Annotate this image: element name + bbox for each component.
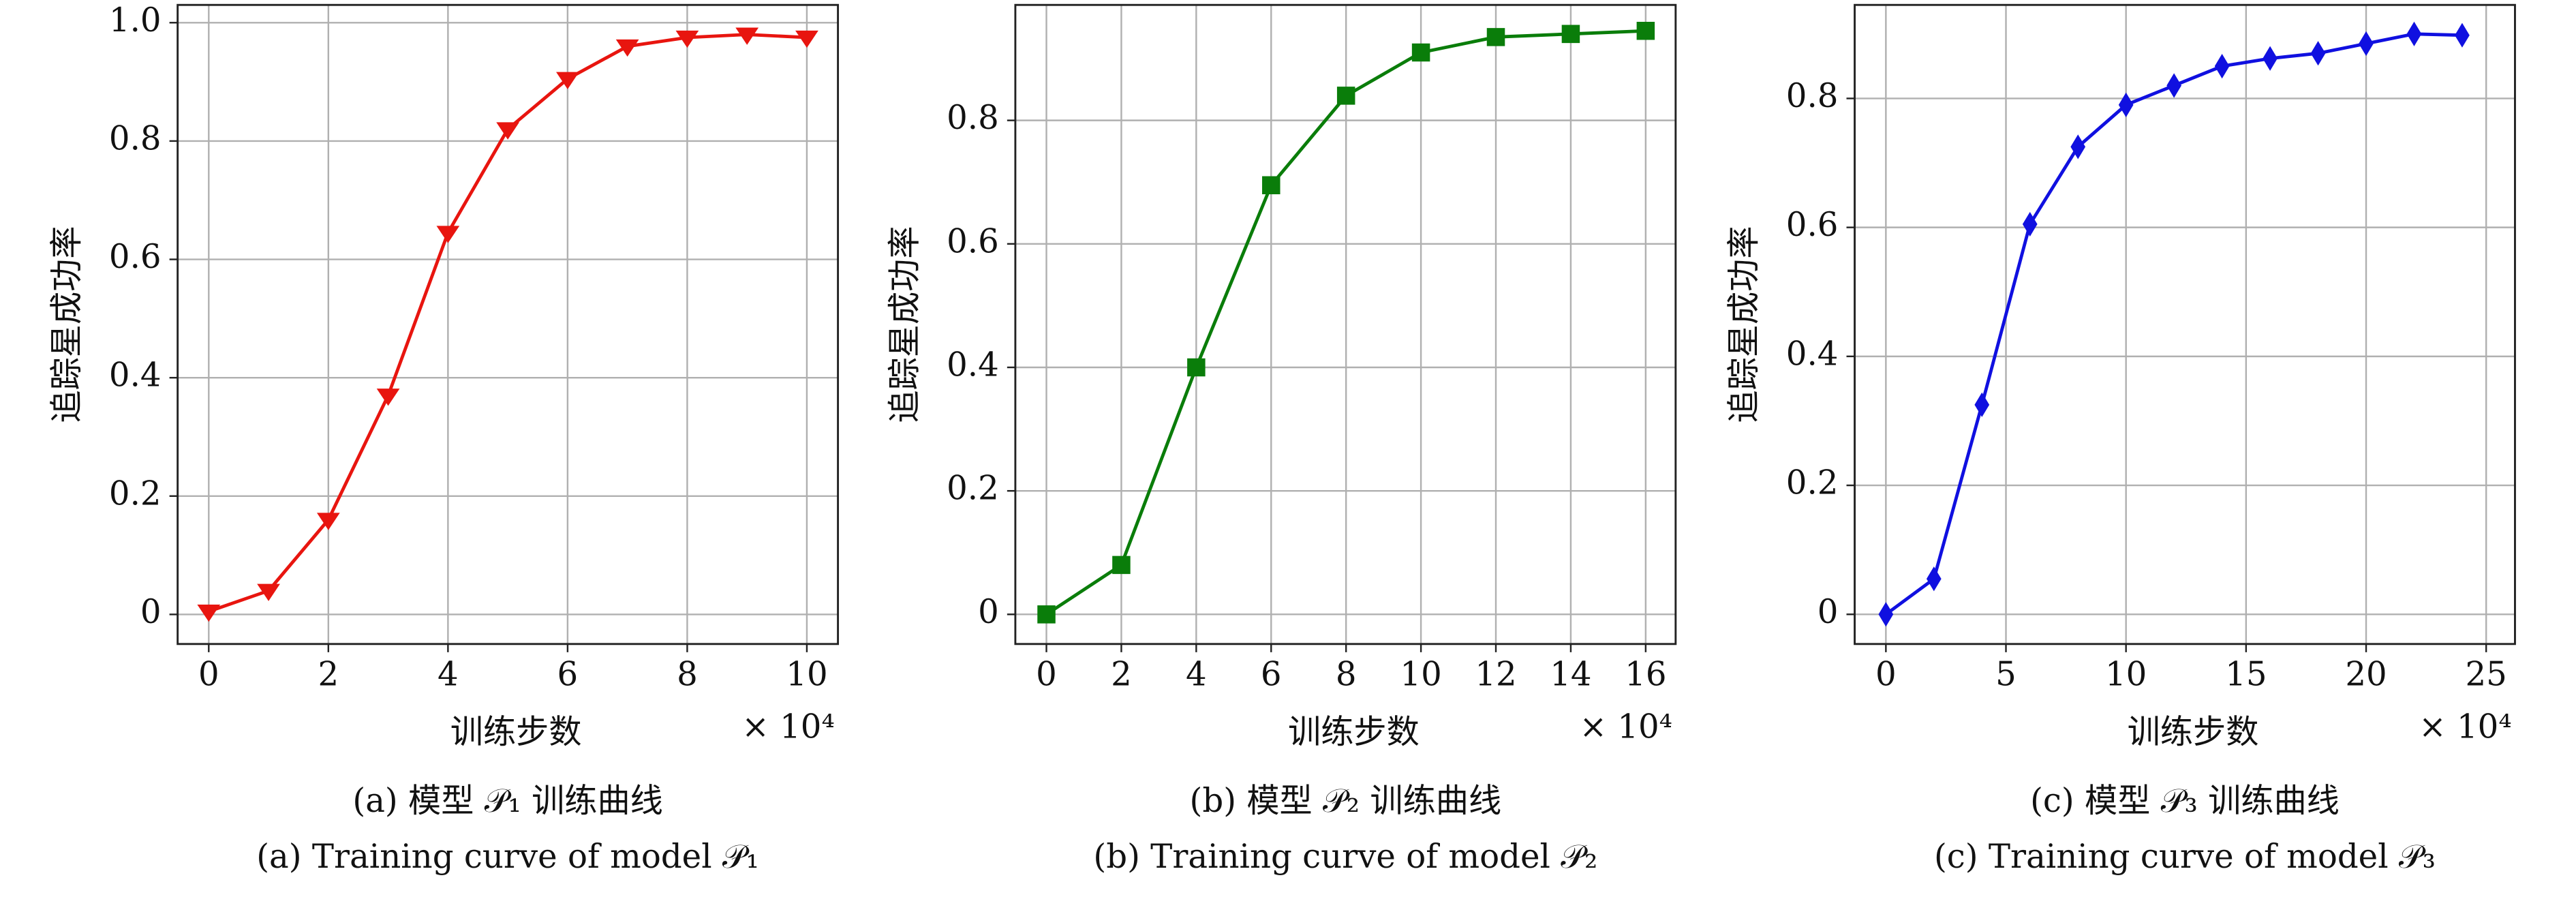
point bbox=[556, 72, 579, 89]
point bbox=[1974, 392, 1990, 417]
point bbox=[1187, 358, 1206, 377]
y-tick-label: 0.6 bbox=[947, 222, 999, 260]
x-tick-label: 4 bbox=[438, 656, 459, 694]
series-line bbox=[1884, 32, 2463, 616]
x-multiplier: × 10⁴ bbox=[2419, 708, 2511, 746]
x-tick-label: 15 bbox=[2225, 656, 2267, 694]
plot-frame bbox=[177, 3, 840, 645]
point bbox=[496, 122, 519, 140]
x-tick-label: 14 bbox=[1550, 656, 1591, 694]
point bbox=[2263, 46, 2278, 71]
y-tick-label: 0.6 bbox=[1786, 206, 1839, 244]
point bbox=[2070, 134, 2086, 159]
point bbox=[2406, 21, 2422, 46]
caption-zh: (a) 模型 𝒫₁ 训练曲线 bbox=[352, 782, 662, 820]
y-tick-label: 0 bbox=[978, 593, 999, 631]
x-tick-label: 12 bbox=[1475, 656, 1516, 694]
point bbox=[1636, 22, 1655, 40]
point bbox=[2310, 41, 2326, 66]
x-tick-label: 8 bbox=[677, 656, 698, 694]
y-tick-label: 0 bbox=[1818, 593, 1839, 631]
x-axis-label: 训练步数 bbox=[2128, 713, 2259, 751]
x-tick-label: 6 bbox=[557, 656, 579, 694]
x-tick-label: 2 bbox=[1111, 656, 1132, 694]
point bbox=[1486, 28, 1505, 46]
x-tick-label: 0 bbox=[1036, 656, 1057, 694]
caption-en: (c) Training curve of model 𝒫₃ bbox=[1934, 838, 2436, 876]
point bbox=[376, 389, 400, 406]
point bbox=[2214, 54, 2230, 79]
x-tick-label: 10 bbox=[2105, 656, 2147, 694]
point bbox=[257, 583, 280, 601]
point bbox=[2359, 31, 2374, 57]
point bbox=[197, 604, 221, 622]
y-tick-label: 0.2 bbox=[1786, 464, 1839, 502]
x-axis-label: 训练步数 bbox=[1288, 713, 1420, 751]
plot-frame bbox=[1014, 3, 1677, 645]
x-tick-label: 25 bbox=[2466, 656, 2507, 694]
point bbox=[1037, 605, 1056, 624]
point bbox=[615, 39, 639, 57]
point bbox=[1926, 566, 1942, 592]
point bbox=[1411, 43, 1430, 62]
x-tick-label: 5 bbox=[1995, 656, 2017, 694]
series-line bbox=[208, 33, 808, 613]
point bbox=[1112, 556, 1131, 575]
y-tick-label: 0.2 bbox=[109, 474, 162, 513]
series bbox=[197, 27, 818, 622]
x-multiplier: × 10⁴ bbox=[1580, 708, 1672, 746]
y-axis-label: 追踪星成功率 bbox=[885, 226, 923, 423]
point bbox=[436, 226, 460, 243]
y-tick-label: 0.4 bbox=[947, 346, 999, 384]
caption-en: (a) Training curve of model 𝒫₁ bbox=[256, 838, 759, 876]
series bbox=[1037, 22, 1655, 624]
x-axis-label: 训练步数 bbox=[450, 713, 582, 751]
series bbox=[1878, 21, 2470, 627]
y-tick-label: 0.8 bbox=[1786, 77, 1839, 115]
x-tick-label: 20 bbox=[2345, 656, 2387, 694]
point bbox=[1878, 602, 1894, 627]
x-multiplier: × 10⁴ bbox=[741, 708, 834, 746]
x-tick-label: 4 bbox=[1186, 656, 1207, 694]
y-axis-label: 追踪星成功率 bbox=[48, 226, 86, 423]
point bbox=[2166, 73, 2181, 98]
caption-zh: (b) 模型 𝒫₂ 训练曲线 bbox=[1190, 782, 1502, 820]
y-axis-label: 追踪星成功率 bbox=[1725, 226, 1763, 423]
x-tick-label: 10 bbox=[786, 656, 827, 694]
point bbox=[2022, 211, 2038, 237]
point bbox=[316, 513, 340, 530]
y-tick-label: 0.8 bbox=[109, 119, 162, 157]
point bbox=[1262, 176, 1281, 195]
point bbox=[2455, 22, 2470, 48]
y-tick-label: 0.2 bbox=[947, 470, 999, 508]
x-tick-label: 16 bbox=[1625, 656, 1666, 694]
point bbox=[1561, 25, 1580, 44]
plot-frame bbox=[1854, 3, 2516, 645]
point bbox=[2118, 92, 2134, 117]
x-tick-label: 6 bbox=[1261, 656, 1282, 694]
y-tick-label: 0.4 bbox=[1786, 335, 1839, 373]
y-tick-label: 0.4 bbox=[109, 356, 162, 395]
y-tick-label: 0.8 bbox=[947, 99, 999, 137]
point bbox=[1336, 87, 1355, 105]
y-tick-label: 0 bbox=[140, 593, 162, 631]
x-tick-label: 2 bbox=[318, 656, 339, 694]
point bbox=[675, 30, 699, 48]
y-tick-label: 1.0 bbox=[109, 1, 162, 40]
x-tick-label: 0 bbox=[1875, 656, 1897, 694]
x-tick-label: 8 bbox=[1336, 656, 1357, 694]
caption-en: (b) Training curve of model 𝒫₂ bbox=[1093, 838, 1597, 876]
point bbox=[735, 27, 759, 45]
x-tick-label: 0 bbox=[198, 656, 219, 694]
x-tick-label: 10 bbox=[1400, 656, 1441, 694]
caption-zh: (c) 模型 𝒫₃ 训练曲线 bbox=[2030, 782, 2340, 820]
point bbox=[795, 30, 818, 48]
y-tick-label: 0.6 bbox=[109, 238, 162, 276]
